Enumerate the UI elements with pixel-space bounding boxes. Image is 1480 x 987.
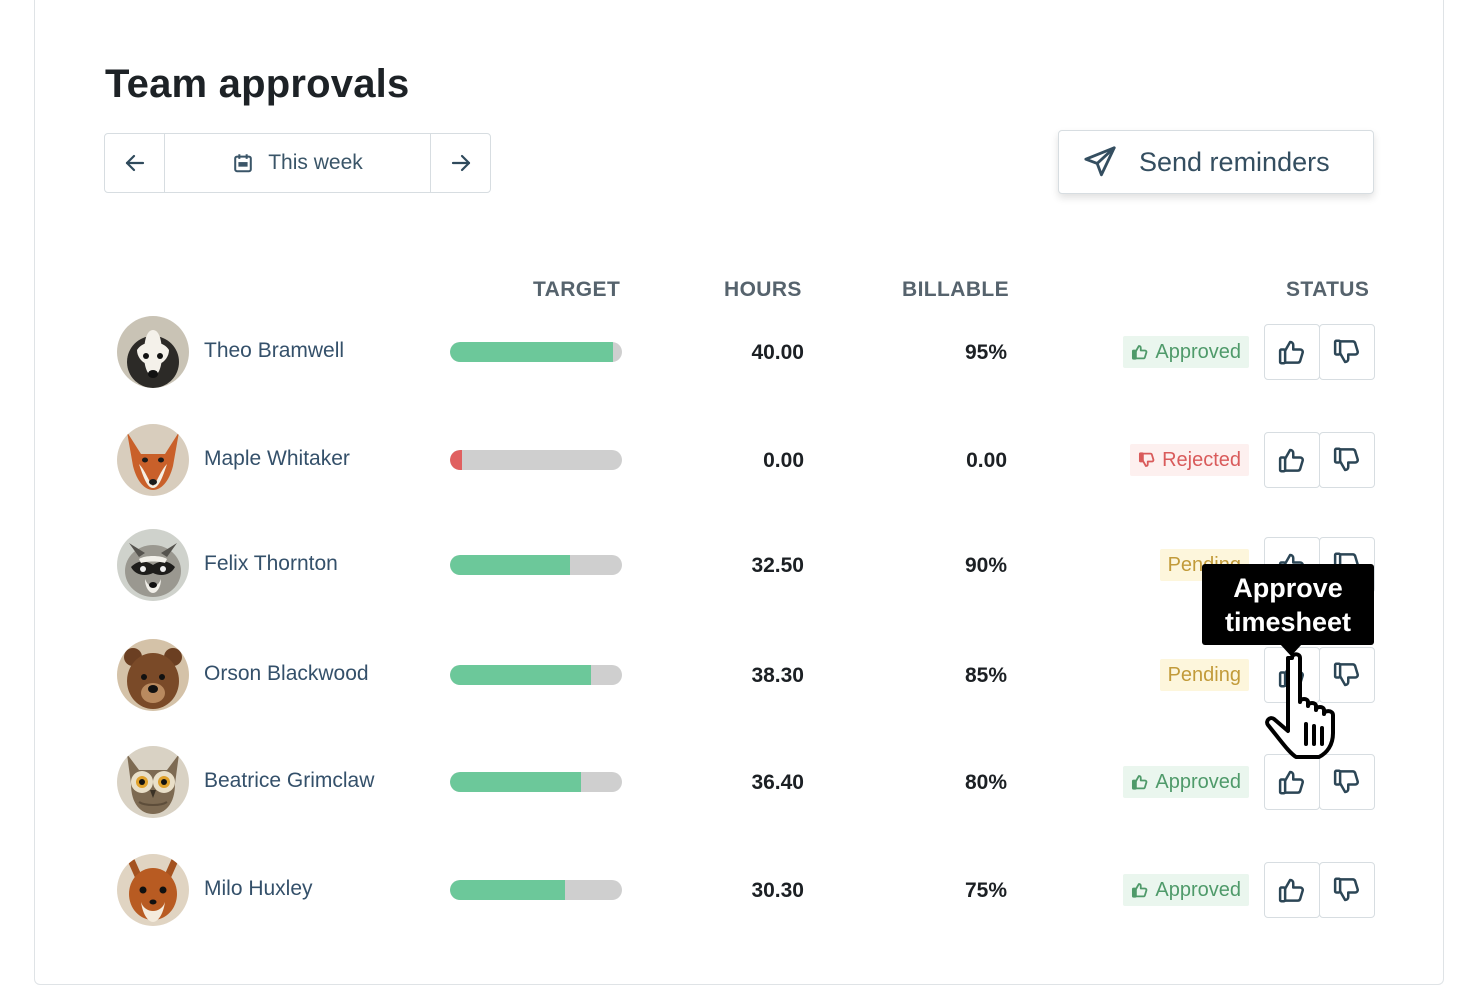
thumbs-up-icon — [1132, 883, 1148, 898]
table-row: Beatrice Grimclaw 36.40 80% Approved — [0, 742, 1480, 822]
hours-value: 30.30 — [751, 879, 804, 902]
reject-button[interactable] — [1319, 432, 1375, 488]
thumbs-up-icon — [1132, 345, 1148, 360]
date-range-navigator: This week — [104, 133, 491, 193]
status-label: Rejected — [1162, 448, 1241, 471]
billable-value: 80% — [964, 771, 1007, 794]
thumbs-down-icon — [1333, 447, 1359, 472]
billable-value: 90% — [964, 554, 1007, 577]
thumbs-down-icon — [1333, 877, 1359, 902]
page-title: Team approvals — [105, 62, 410, 106]
avatar — [117, 639, 189, 711]
hours-value: 38.30 — [751, 664, 804, 687]
arrow-right-icon — [451, 154, 470, 172]
target-progress-bar — [450, 342, 622, 362]
status-badge: Rejected — [1130, 444, 1249, 476]
target-progress-bar — [450, 450, 622, 470]
table-row: Orson Blackwood 38.30 85% Pending — [0, 635, 1480, 715]
billable-value: 85% — [964, 664, 1007, 687]
thumbs-up-icon — [1132, 775, 1148, 790]
thumbs-up-icon — [1278, 340, 1304, 365]
thumbs-up-icon — [1278, 878, 1304, 903]
employee-name[interactable]: Felix Thornton — [204, 552, 338, 575]
table-row: Maple Whitaker 0.00 0.00 Rejected — [0, 420, 1480, 500]
avatar — [117, 316, 189, 388]
employee-name[interactable]: Theo Bramwell — [204, 339, 345, 362]
hand-pointer-icon — [1265, 652, 1335, 759]
status-badge: Approved — [1123, 874, 1249, 906]
hours-value: 32.50 — [751, 554, 804, 577]
billable-value: 75% — [964, 879, 1007, 902]
billable-value: 95% — [964, 341, 1007, 364]
thumbs-down-icon — [1333, 662, 1359, 687]
tooltip-line-1: Approve — [1233, 572, 1343, 603]
status-badge: Approved — [1123, 336, 1249, 368]
status-label: Approved — [1155, 770, 1241, 793]
column-header-hours: HOURS — [724, 278, 802, 301]
hours-value: 40.00 — [751, 341, 804, 364]
reject-button[interactable] — [1319, 324, 1375, 380]
thumbs-down-icon — [1333, 769, 1359, 794]
avatar — [117, 424, 189, 496]
calendar-icon — [234, 154, 253, 173]
column-header-status: STATUS — [1286, 278, 1370, 301]
next-week-button[interactable] — [430, 134, 490, 192]
approve-tooltip: Approve timesheet — [1202, 564, 1374, 656]
target-progress-bar — [450, 772, 622, 792]
thumbs-up-icon — [1278, 448, 1304, 473]
target-progress-fill — [450, 342, 614, 362]
thumbs-up-icon — [1278, 770, 1304, 795]
target-progress-bar — [450, 665, 622, 685]
approve-button[interactable] — [1264, 862, 1320, 918]
arrow-left-icon — [125, 154, 144, 172]
status-label: Pending — [1167, 663, 1241, 686]
column-header-target: TARGET — [533, 278, 621, 301]
avatar — [117, 854, 189, 926]
table-row: Theo Bramwell 40.00 95% Approved — [0, 312, 1480, 392]
reject-button[interactable] — [1319, 862, 1375, 918]
approve-button[interactable] — [1264, 324, 1320, 380]
column-header-billable: BILLABLE — [902, 278, 1010, 301]
billable-value: 0.00 — [966, 449, 1007, 472]
avatar — [117, 746, 189, 818]
target-progress-bar — [450, 555, 622, 575]
target-progress-fill — [450, 772, 581, 792]
avatar — [117, 529, 189, 601]
status-label: Approved — [1155, 340, 1241, 363]
target-progress-fill — [450, 555, 571, 575]
target-progress-bar — [450, 880, 622, 900]
hours-value: 36.40 — [751, 771, 804, 794]
tooltip-line-2: timesheet — [1224, 606, 1352, 637]
status-badge: Pending — [1159, 659, 1249, 691]
approve-button[interactable] — [1264, 432, 1320, 488]
employee-name[interactable]: Orson Blackwood — [204, 662, 369, 685]
table-row: Milo Huxley 30.30 75% Approved — [0, 850, 1480, 930]
employee-name[interactable]: Maple Whitaker — [204, 447, 350, 470]
thumbs-down-icon — [1139, 452, 1155, 467]
approve-button[interactable] — [1264, 754, 1320, 810]
reject-button[interactable] — [1319, 754, 1375, 810]
send-reminders-label: Send reminders — [1139, 146, 1330, 177]
previous-week-button[interactable] — [105, 134, 165, 192]
date-range-label: This week — [268, 151, 363, 174]
hours-value: 0.00 — [763, 449, 804, 472]
thumbs-down-icon — [1333, 339, 1359, 364]
target-progress-fill — [450, 880, 566, 900]
employee-name[interactable]: Beatrice Grimclaw — [204, 769, 375, 792]
status-label: Approved — [1155, 878, 1241, 901]
date-range-selector[interactable]: This week — [165, 134, 430, 192]
employee-name[interactable]: Milo Huxley — [204, 877, 313, 900]
target-progress-fill — [450, 665, 592, 685]
send-reminders-button[interactable]: Send reminders — [1058, 130, 1374, 194]
target-progress-fill — [450, 450, 463, 470]
reject-button[interactable] — [1319, 647, 1375, 703]
paper-plane-icon — [1084, 146, 1116, 177]
status-badge: Approved — [1123, 766, 1249, 798]
